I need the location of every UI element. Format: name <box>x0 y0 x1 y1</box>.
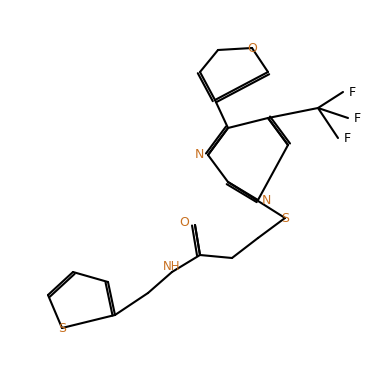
Text: O: O <box>179 216 189 228</box>
Text: N: N <box>194 148 204 162</box>
Text: O: O <box>247 42 257 54</box>
Text: NH: NH <box>163 261 181 273</box>
Text: F: F <box>349 86 356 99</box>
Text: F: F <box>354 111 361 125</box>
Text: N: N <box>262 194 271 207</box>
Text: S: S <box>281 211 289 225</box>
Text: S: S <box>58 321 66 334</box>
Text: F: F <box>344 132 351 144</box>
